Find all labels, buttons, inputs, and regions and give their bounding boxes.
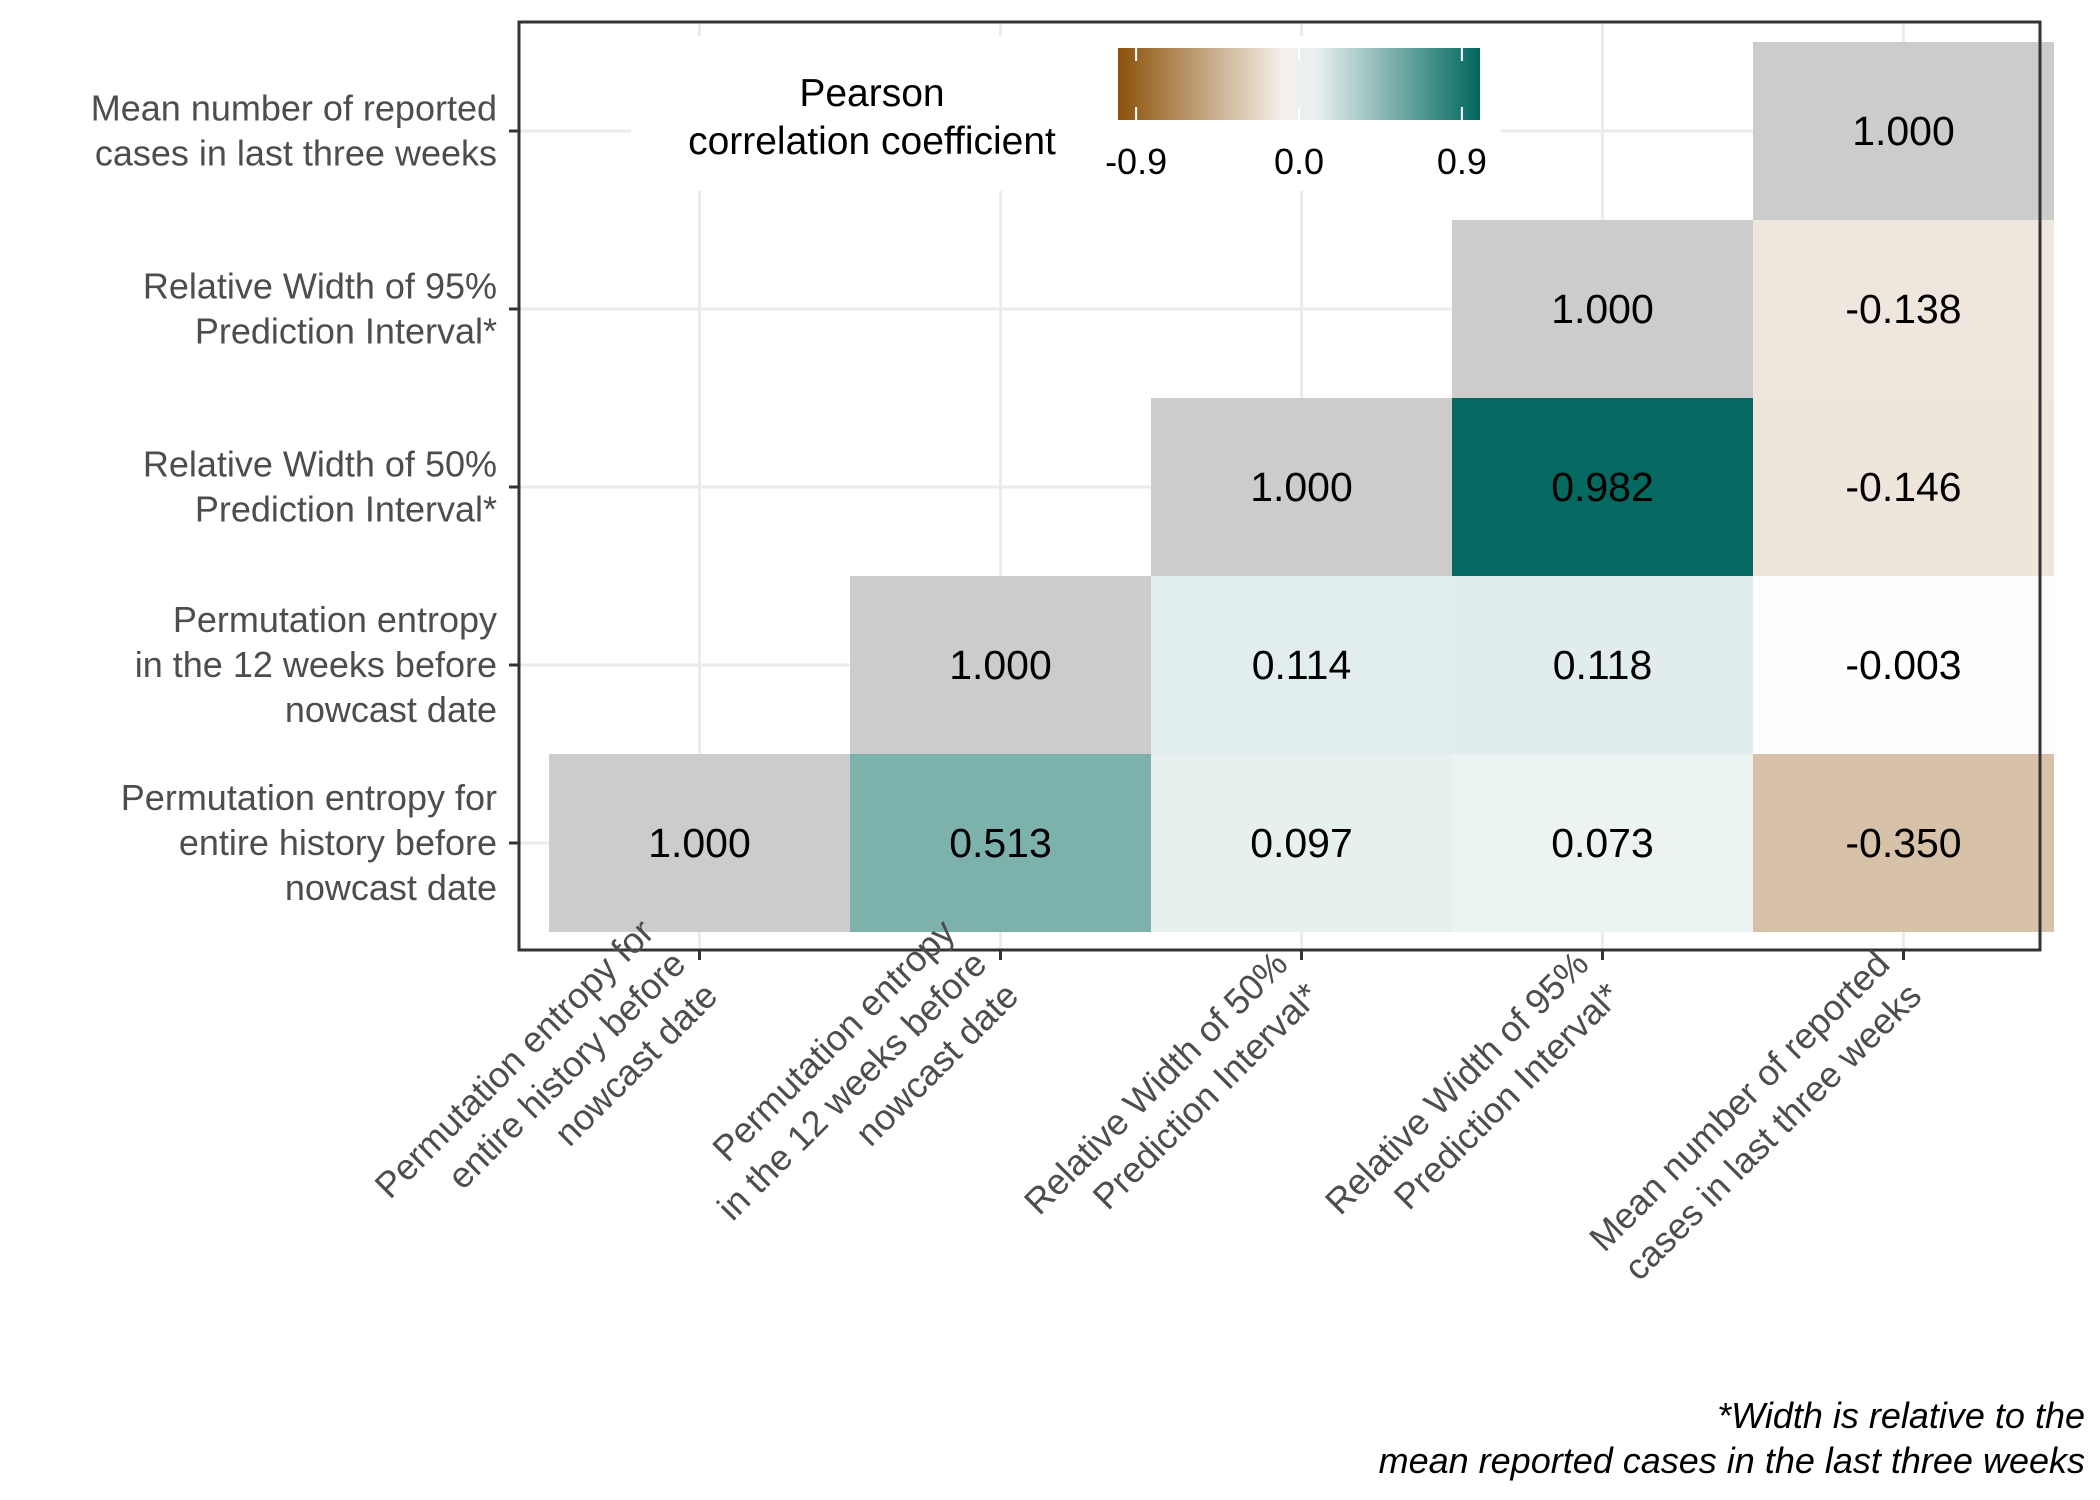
cell-value-label: -0.138 [1845, 286, 1961, 332]
heatmap-cell [1753, 754, 2054, 932]
heatmap-cell [1452, 576, 1753, 754]
heatmap-cell [1753, 42, 2054, 220]
y-axis: Permutation entropy for entire history be… [91, 88, 519, 908]
cell-value-label: 1.000 [648, 820, 751, 866]
heatmap-cell [1452, 220, 1753, 398]
cell-value-label: 0.513 [949, 820, 1052, 866]
heatmap-cell [1452, 754, 1753, 932]
x-axis-tick-label: Relative Width of 50%Prediction Interval… [1016, 943, 1327, 1254]
heatmap-cell [1753, 398, 2054, 576]
cell-value-label: 1.000 [1852, 108, 1955, 154]
cell-value-label: 1.000 [1250, 464, 1353, 510]
y-axis-tick-label: Permutation entropy for entire history be… [121, 777, 497, 908]
cell-value-label: 0.073 [1551, 820, 1654, 866]
cell-value-label: 0.982 [1551, 464, 1654, 510]
cell-value-label: -0.350 [1845, 820, 1961, 866]
cell-value-label: 0.118 [1553, 642, 1653, 688]
legend: Pearson correlation coefficient -0.9 0.0 0.9 [631, 36, 1501, 191]
heatmap-cell [1151, 398, 1452, 576]
heatmap-cell [1753, 576, 2054, 754]
legend-tick-label: -0.9 [1105, 141, 1167, 182]
heatmap-cell [1452, 398, 1753, 576]
cell-value-label: -0.003 [1845, 642, 1961, 688]
cell-value-label: 0.114 [1252, 642, 1352, 688]
heatmap-cell [850, 754, 1151, 932]
heatmap-cell [1151, 754, 1452, 932]
x-axis-tick-label: Permutation entropyin the 12 weeks befor… [677, 911, 1026, 1260]
legend-title: Pearson correlation coefficient [688, 72, 1056, 163]
cell-value-label: 0.097 [1250, 820, 1353, 866]
heatmap-cell [549, 754, 850, 932]
y-axis-tick-label: Permutation entropy in the 12 weeks befor… [135, 599, 497, 730]
x-axis-tick-label: Mean number of reportedcases in last thr… [1581, 943, 1929, 1291]
cell-value-label: 1.000 [949, 642, 1052, 688]
x-axis-tick-label: Relative Width of 95%Prediction Interval… [1317, 943, 1628, 1254]
cell-value-label: -0.146 [1845, 464, 1961, 510]
heatmap-cell [850, 576, 1151, 754]
x-axis: Permutation entropy forentire history be… [367, 911, 1930, 1291]
legend-tick-label: 0.0 [1274, 141, 1324, 182]
heatmap-cells [549, 42, 2054, 932]
cell-value-label: 1.000 [1551, 286, 1654, 332]
caption-line: *Width is relative to the [1717, 1395, 2085, 1436]
heatmap-cell [1151, 576, 1452, 754]
heatmap-cell [1753, 220, 2054, 398]
y-axis-tick-label: Relative Width of 50% Prediction Interval… [143, 444, 497, 530]
y-axis-tick-label: Mean number of reported cases in last thr… [91, 88, 497, 174]
y-axis-tick-label: Relative Width of 95% Prediction Interval… [143, 266, 497, 352]
x-axis-tick-label: Permutation entropy forentire history be… [367, 911, 726, 1270]
legend-tick-label: 0.9 [1437, 141, 1487, 182]
caption-line: mean reported cases in the last three we… [1379, 1440, 2085, 1481]
cell-value-labels: 1.000 0.513 0.097 0.073 -0.350 1.000 0.114 0.11… [648, 108, 1961, 866]
